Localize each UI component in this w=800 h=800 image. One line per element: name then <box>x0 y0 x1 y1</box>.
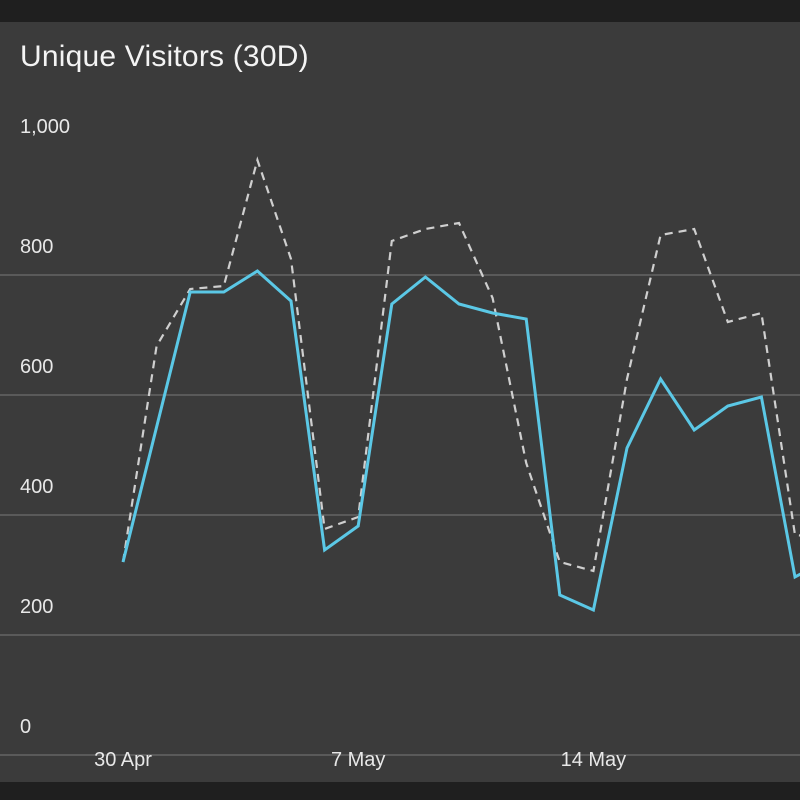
x-tick-label: 30 Apr <box>94 749 152 771</box>
x-tick-label: 14 May <box>561 749 627 771</box>
chart-title: Unique Visitors (30D) <box>20 40 309 73</box>
y-tick-label: 200 <box>20 596 53 618</box>
chart-panel: Unique Visitors (30D) 0 200 400 600 800 1,000… <box>0 22 800 782</box>
y-tick-label: 800 <box>20 236 53 258</box>
x-tick-label: 7 May <box>331 749 385 771</box>
y-tick-label: 600 <box>20 356 53 378</box>
series-line-solid <box>121 269 800 613</box>
y-tick-label: 1,000 <box>20 116 70 138</box>
series-line-dashed <box>121 156 800 573</box>
y-tick-label: 0 <box>20 716 31 738</box>
y-tick-label: 400 <box>20 476 53 498</box>
